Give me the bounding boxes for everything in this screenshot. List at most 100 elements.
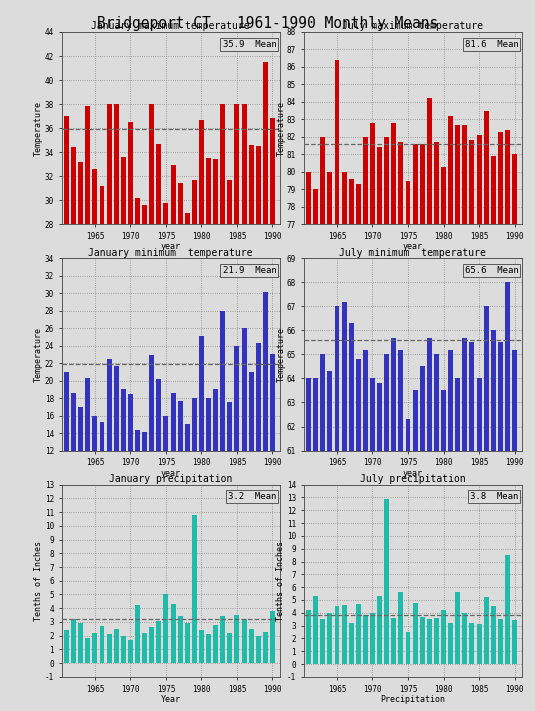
Bar [441,166,446,711]
Bar [93,169,97,560]
Bar [484,306,488,711]
Bar [163,594,169,663]
Bar [505,130,510,711]
Title: July precipitation: July precipitation [360,474,465,484]
Bar [356,604,361,664]
Bar [356,184,361,711]
Bar [199,630,204,663]
Bar [64,116,69,560]
Bar [391,618,396,664]
Bar [213,390,218,555]
Bar [227,402,232,555]
Bar [227,633,232,663]
Bar [306,172,311,711]
Bar [149,104,154,560]
Bar [234,346,240,555]
Bar [455,124,460,711]
Bar [114,629,119,663]
Bar [377,147,382,711]
Bar [270,611,275,663]
Bar [327,172,332,711]
Bar [306,610,311,664]
Bar [78,161,83,560]
Bar [327,613,332,664]
Bar [342,172,347,711]
Bar [263,631,268,663]
Bar [263,292,268,555]
Bar [135,198,140,560]
Bar [178,616,182,663]
Bar [320,619,325,664]
Bar [313,378,318,711]
Bar [241,619,247,663]
Bar [370,613,375,664]
Bar [106,634,112,663]
Bar [263,62,268,560]
Bar [334,60,340,711]
Bar [171,604,175,663]
Bar [192,180,197,560]
Bar [505,555,510,664]
Bar [512,621,517,664]
Bar [334,306,340,711]
Bar [249,629,254,663]
Bar [128,394,133,555]
Bar [349,178,354,711]
Bar [142,633,147,663]
Bar [206,398,211,555]
Bar [128,122,133,560]
Bar [412,390,418,711]
Bar [448,623,453,664]
Bar [178,401,182,555]
Bar [199,119,204,560]
Bar [377,383,382,711]
Bar [121,388,126,555]
Bar [85,107,90,560]
Bar [462,613,467,664]
Bar [249,145,254,560]
Y-axis label: Tenths of Inches: Tenths of Inches [34,541,43,621]
Bar [363,137,368,711]
Bar [100,186,104,560]
Bar [491,156,496,711]
Bar [434,142,439,711]
X-axis label: year: year [403,469,423,478]
Bar [306,378,311,711]
Bar [427,98,432,711]
Bar [64,372,69,555]
Bar [121,636,126,663]
Bar [455,592,460,664]
Bar [93,633,97,663]
Bar [427,619,432,664]
Bar [320,137,325,711]
Bar [249,372,254,555]
Bar [256,636,261,663]
Bar [469,343,475,711]
Bar [234,615,240,663]
Bar [406,419,410,711]
Text: 81.6  Mean: 81.6 Mean [464,40,518,48]
Bar [349,324,354,711]
Bar [106,359,112,555]
Bar [256,343,261,555]
Bar [491,606,496,664]
Bar [462,338,467,711]
Bar [178,183,182,560]
Bar [106,104,112,560]
Bar [477,135,482,711]
Bar [185,624,190,663]
Bar [85,638,90,663]
Bar [363,350,368,711]
Bar [71,619,76,663]
Bar [206,158,211,560]
Text: 21.9  Mean: 21.9 Mean [223,266,276,275]
Bar [384,498,389,664]
Bar [199,336,204,555]
Bar [420,144,425,711]
Bar [220,104,225,560]
Bar [163,416,169,555]
Bar [327,371,332,711]
Bar [462,124,467,711]
Bar [342,605,347,664]
Y-axis label: Temperature: Temperature [277,100,285,156]
